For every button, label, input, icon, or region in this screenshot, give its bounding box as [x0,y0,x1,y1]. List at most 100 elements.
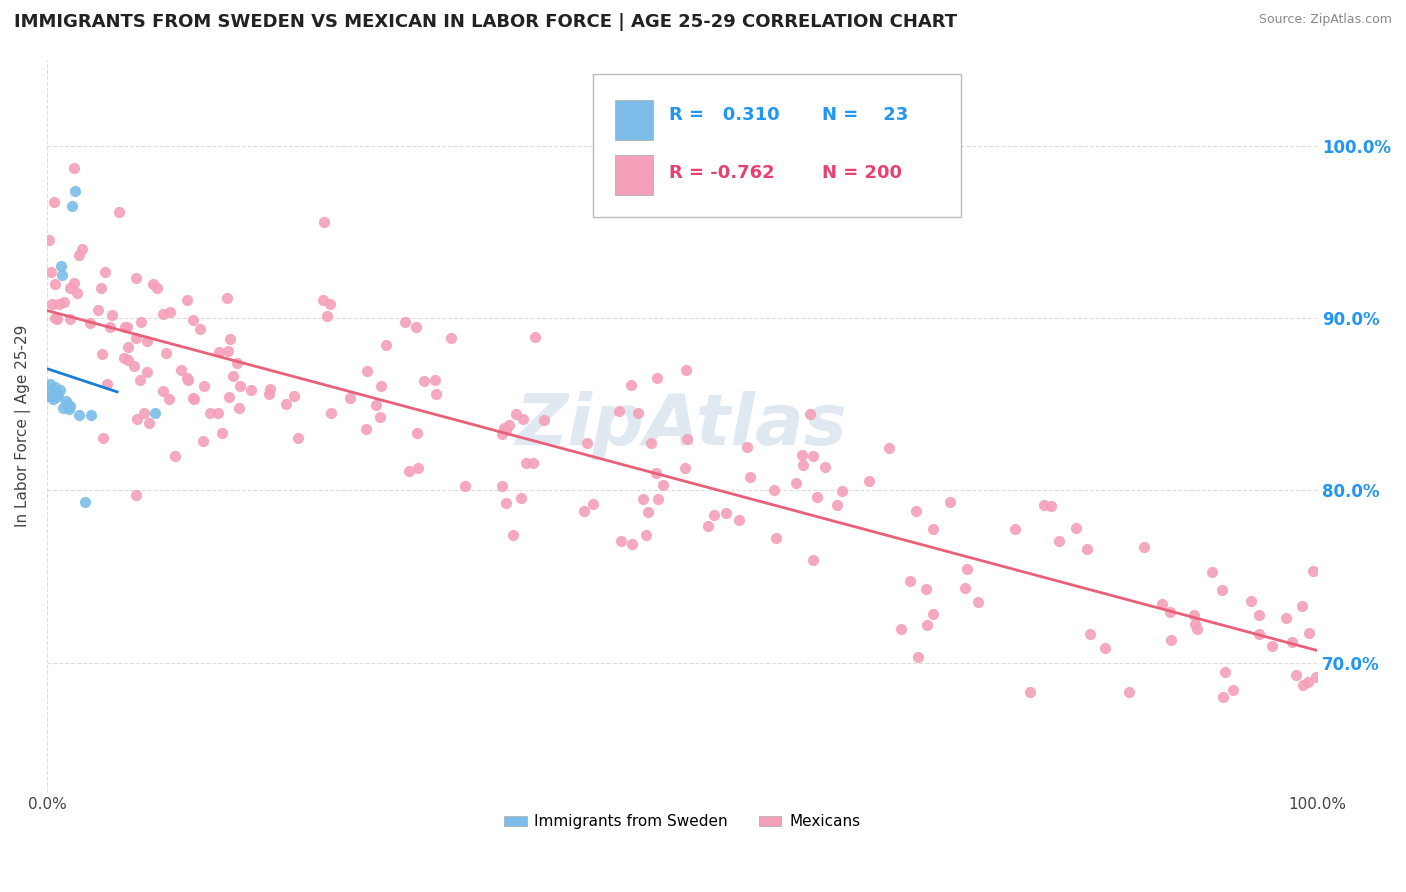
Point [152,384,174,398]
Point [117,353,139,368]
Point [890,622,912,636]
Point [425,386,447,401]
Point [637,505,659,519]
Point [572,503,595,517]
Point [491,427,513,442]
Point [259,382,281,396]
Point [765,531,787,545]
Text: ZipAtlas: ZipAtlas [516,392,848,460]
Point [356,422,378,436]
Point [610,533,633,548]
FancyBboxPatch shape [593,74,962,217]
Point [502,527,524,541]
Point [41,296,63,310]
Point [1249,627,1271,641]
Point [217,344,239,359]
Point [1004,522,1026,536]
Point [170,363,193,377]
Point [142,277,165,291]
Point [100,308,122,322]
Point [312,293,335,307]
Legend: Immigrants from Sweden, Mexicans: Immigrants from Sweden, Mexicans [498,808,866,836]
Point [181,313,204,327]
Point [98,320,121,334]
Point [59,399,82,413]
Point [191,434,214,448]
Point [49,260,72,274]
Point [193,379,215,393]
Point [177,373,200,387]
Point [1211,582,1233,597]
Point [135,334,157,348]
Point [1213,665,1236,679]
Point [41,389,63,403]
Point [879,441,901,455]
Point [792,449,814,463]
Point [60,199,83,213]
Point [122,359,145,374]
Point [953,581,976,595]
Text: Source: ZipAtlas.com: Source: ZipAtlas.com [1258,13,1392,27]
Point [218,390,240,404]
Point [321,406,343,420]
Point [1033,498,1056,512]
Point [188,322,211,336]
Point [208,345,231,359]
Point [509,491,531,505]
Point [607,404,630,418]
Point [63,184,86,198]
Point [96,377,118,392]
Point [59,281,82,295]
Point [1285,668,1308,682]
Point [631,492,654,507]
Point [904,504,927,518]
Point [955,562,977,576]
Point [80,408,103,422]
Point [51,268,73,282]
Point [257,387,280,401]
Point [406,460,429,475]
Point [87,302,110,317]
Point [46,390,69,404]
Point [38,234,60,248]
Point [143,406,166,420]
Point [831,484,853,499]
Point [696,519,718,533]
Point [48,387,70,401]
Point [46,312,69,326]
Point [222,369,245,384]
Point [1298,625,1320,640]
Point [91,347,114,361]
Point [907,649,929,664]
Point [801,449,824,463]
Point [825,498,848,512]
Point [39,384,62,398]
Point [55,393,77,408]
Text: N =    23: N = 23 [821,105,908,123]
Point [1201,566,1223,580]
Point [440,331,463,345]
Point [356,364,378,378]
Point [366,398,388,412]
Point [152,307,174,321]
Point [915,582,938,596]
Point [785,476,807,491]
Point [636,527,658,541]
Point [1296,675,1319,690]
Point [922,522,945,536]
Point [640,436,662,450]
Point [183,391,205,405]
Point [806,490,828,504]
Point [45,385,67,400]
Point [495,423,517,437]
Point [115,320,138,334]
Point [287,431,309,445]
Point [1047,533,1070,548]
Point [138,416,160,430]
Point [1160,633,1182,648]
Point [412,374,434,388]
Point [53,294,76,309]
Point [1212,690,1234,705]
Point [1078,626,1101,640]
Point [620,378,643,392]
